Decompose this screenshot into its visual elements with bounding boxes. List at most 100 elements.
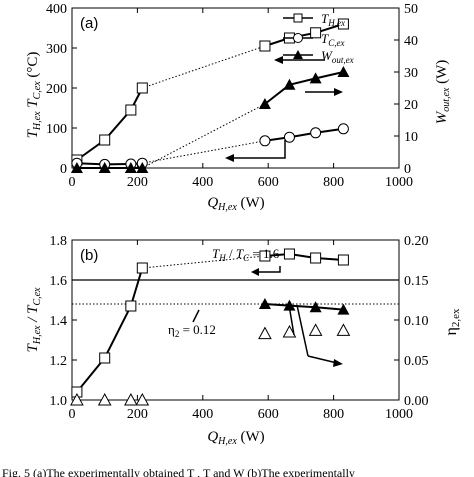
panel-b-series-0-point: [283, 248, 295, 260]
arrow-eta-label: [192, 309, 200, 323]
panel-a-ylabel-left: TH,ex TC,ex (°C): [25, 52, 43, 139]
panel-a-series-0-point: [259, 40, 271, 52]
panel-a-series-2-point: [309, 72, 322, 84]
panel-b-series-2-point: [135, 392, 150, 406]
panel-a-series-1-line-gap: [142, 140, 266, 164]
legend-marker-square: [293, 13, 303, 23]
panel-b-series-2-point: [97, 392, 112, 406]
panel-b-ylabel-left: TH,ex / TC,ex: [25, 287, 43, 353]
panel-b-ytick-label-right: 0.00: [404, 394, 429, 409]
panel-b-series-2-point: [70, 392, 84, 406]
panel-b-marks: [70, 248, 351, 406]
panel-b-xtick-label: 800: [323, 407, 344, 422]
panel-a-tick-labels: 0 200 400 600 800 100001002003004000102030405…: [46, 2, 418, 190]
panel-a-xtick-label: 400: [192, 175, 213, 190]
legend-marker-circle: [293, 33, 303, 43]
arrow-eta-1: [288, 304, 295, 336]
panel-b-ytick-label-left: 1.2: [50, 354, 68, 369]
panel-a-series-1-line-low: [76, 162, 143, 166]
arrow-w-right-head: [334, 88, 343, 96]
panel-b-series-0-line-high: [264, 252, 344, 261]
panel-a-series-1-point: [283, 131, 295, 143]
panel-a-series-0-point: [337, 18, 349, 30]
panel-a-xtick-label: 600: [258, 175, 279, 190]
panel-b-series-0-point: [125, 300, 137, 312]
panel-b-series-0-line-low: [76, 267, 144, 393]
panel-a-xtick-label: 0: [69, 175, 76, 190]
panel-b-series-1-line-low: [264, 303, 344, 311]
panel-b-ytick-label-right: 0.20: [404, 234, 429, 249]
panel-b-series-2-point: [336, 323, 351, 336]
panel-b-series-0-line-gap: [142, 255, 265, 269]
panel-a: 0 200 400 600 800 100001002003004000102030405…: [25, 2, 452, 213]
panel-a-series-1-point: [337, 123, 349, 135]
panel-a-series-1-line-high: [264, 127, 344, 142]
legend-marker-triangle: [293, 50, 303, 59]
panel-a-series-1-point: [310, 127, 322, 139]
panel-a-ytick-label-left: 400: [46, 2, 67, 17]
panel-b-ytick-label-left: 1.8: [50, 234, 68, 249]
panel-a-series-0-point: [99, 134, 111, 146]
panel-a-label: (a): [80, 15, 98, 32]
panel-b-arrows: [192, 266, 343, 367]
arrow-ratio-left: [257, 266, 281, 273]
panel-b-series-1-point: [258, 298, 271, 309]
panel-b-ytick-label-right: 0.05: [404, 354, 429, 369]
panel-b-series-2-point: [258, 326, 272, 340]
panel-a-series-1-point: [259, 135, 271, 147]
panel-a-series-2-point: [98, 162, 111, 173]
panel-a-series-2-point: [258, 98, 271, 109]
panel-b-series-0-point: [310, 252, 322, 264]
panel-b-series-0-point: [99, 352, 111, 364]
panel-a-arrows: [225, 56, 343, 162]
arrow-eta-right-head: [333, 359, 343, 367]
arrow-th-left-head: [274, 56, 283, 64]
panel-a-ytick-label-right: 30: [404, 66, 418, 81]
annotation-eta2: η2 = 0.12: [168, 322, 216, 339]
panel-a-xtick-label: 1000: [385, 175, 413, 190]
panel-b-ytick-label-left: 1.6: [50, 274, 68, 289]
panel-b-series-2-point: [308, 323, 323, 336]
panel-b-xlabel: QH,ex (W): [207, 429, 264, 447]
panel-a-tick-marks: [71, 7, 400, 169]
panel-a-ytick-label-right: 20: [404, 98, 418, 113]
panel-a-series-0-line-high: [264, 23, 344, 47]
legend-label-wout: Wout,ex: [321, 48, 354, 65]
panel-b-series-0-point: [136, 262, 148, 274]
panel-b-xtick-label: 0: [69, 407, 76, 422]
figure: 0 200 400 600 800 100001002003004000102030405…: [25, 2, 462, 447]
panel-a-ytick-label-right: 10: [404, 130, 418, 145]
panel-b-xtick-label: 1000: [385, 407, 413, 422]
legend-label-th: TH,ex: [321, 11, 345, 28]
panel-a-series-2-point: [136, 162, 149, 173]
panel-a-series-2-point: [70, 162, 83, 173]
panel-a-frame: [71, 7, 400, 169]
panel-a-series-0-point: [136, 82, 148, 94]
panel-b-series-2-point: [124, 392, 138, 406]
panel-a-series-0-point: [125, 104, 137, 116]
panel-a-ytick-label-left: 300: [46, 42, 67, 57]
arrow-ratio-left-head: [251, 268, 259, 276]
panel-b-series-2-point: [282, 324, 297, 338]
panel-b-label: (b): [80, 247, 98, 264]
panel-a-series-0-line-gap: [142, 45, 266, 89]
panel-a-series-2-point: [124, 162, 137, 173]
panel-a-lines: [76, 23, 344, 169]
arrow-eta-2: [296, 304, 309, 357]
panel-a-series-0-line-low: [76, 87, 144, 161]
panel-a-ytick-label-left: 0: [60, 162, 67, 177]
panel-a-ytick-label-right: 40: [404, 34, 418, 49]
panel-a-xtick-label: 200: [127, 175, 148, 190]
panel-a-series-2-line-high: [264, 71, 344, 105]
panel-a-marks: [70, 18, 350, 173]
legend-label-tc: TC,ex: [321, 31, 344, 48]
panel-a-ylabel-right: Wout,ex (W): [434, 60, 452, 125]
arrow-tc-left-head: [225, 154, 234, 162]
arrow-eta-right: [307, 355, 338, 364]
panel-b-ytick-label-right: 0.15: [404, 274, 429, 289]
panel-b-ylabel-right: η2,ex: [443, 308, 462, 336]
panel-b-frame: [71, 239, 400, 401]
panel-a-series-0-point: [310, 27, 322, 39]
panel-a-xtick-label: 800: [323, 175, 344, 190]
panel-a-xlabel: QH,ex (W): [207, 195, 264, 213]
